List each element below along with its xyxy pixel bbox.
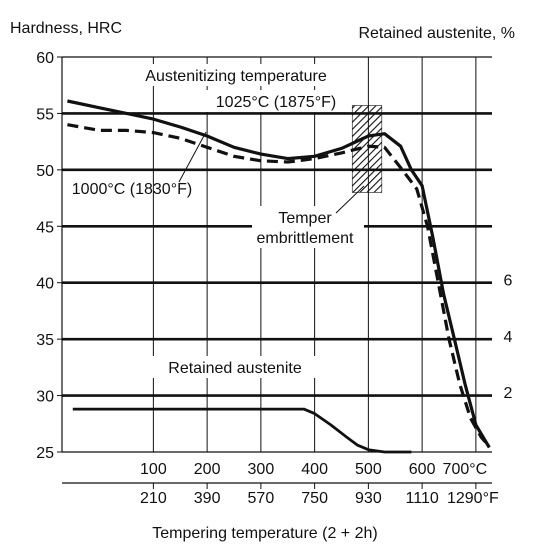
series-line-0 <box>67 99 491 449</box>
x-tick-label-c: 400 <box>301 461 328 478</box>
x-tick-label-f: 1110 <box>406 490 439 507</box>
series-line-1 <box>67 123 491 448</box>
y-tick-label: 45 <box>36 219 54 236</box>
y-tick-label: 40 <box>36 276 54 293</box>
series-line-2 <box>72 407 412 454</box>
grid-lines <box>62 112 492 397</box>
x-tick-label-c: 500 <box>355 461 382 478</box>
retained-austenite-label: Retained austenite <box>168 360 302 377</box>
plot-frame <box>61 56 492 484</box>
label-1025-mask <box>201 90 350 112</box>
austenitizing-mask <box>125 64 347 86</box>
x-tick-label-f: 570 <box>248 490 275 507</box>
series-label-1000: 1000°C (1830°F) <box>72 181 192 198</box>
y2-tick-label: 6 <box>504 272 513 289</box>
x-tick-label-c: 700°C <box>443 461 488 478</box>
retained-mask <box>150 356 318 378</box>
x-axis-title: Tempering temperature (2 + 2h) <box>152 525 377 542</box>
y-tick-label: 25 <box>36 445 54 462</box>
x-tick-label-f: 750 <box>301 490 328 507</box>
x-tick-label-f: 1290°F <box>447 490 499 507</box>
y-tick-label: 35 <box>36 332 54 349</box>
y2-axis-title: Retained austenite, % <box>358 25 515 42</box>
leader-1000 <box>178 131 207 183</box>
temper-mask <box>252 206 364 248</box>
x-tick-label-f: 930 <box>355 490 382 507</box>
y-tick-label: 50 <box>36 163 54 180</box>
leader-temper <box>335 185 365 214</box>
y-tick-label: 60 <box>36 50 54 67</box>
y-axis-title: Hardness, HRC <box>10 20 122 37</box>
series-lines <box>67 99 491 454</box>
austenitizing-label: Austenitizing temperature <box>145 68 327 85</box>
y2-tick-label: 4 <box>504 329 513 346</box>
x-tick-labels: 100 210 200 390 300 570 400 750 500 930 600 1110700… <box>140 57 499 507</box>
x-tick-label-f: 210 <box>140 490 167 507</box>
y2-tick-label: 2 <box>504 385 513 402</box>
x-tick-label-f: 390 <box>194 490 221 507</box>
x-tick-label-c: 600 <box>409 461 436 478</box>
x-tick-label-c: 100 <box>140 461 167 478</box>
x-tick-label-c: 200 <box>194 461 221 478</box>
y2-tick-labels: 2 4 6 <box>504 272 513 402</box>
y-tick-label: 30 <box>36 389 54 406</box>
temper-label-line1: Temper <box>278 210 332 227</box>
temper-label-line2: embrittlement <box>257 230 354 247</box>
series-label-1025: 1025°C (1875°F) <box>216 94 336 111</box>
x-tick-label-c: 300 <box>248 461 275 478</box>
y-tick-label: 55 <box>36 106 54 123</box>
y-tick-labels: 25 30 35 40 45 50 55 60 <box>36 50 62 462</box>
